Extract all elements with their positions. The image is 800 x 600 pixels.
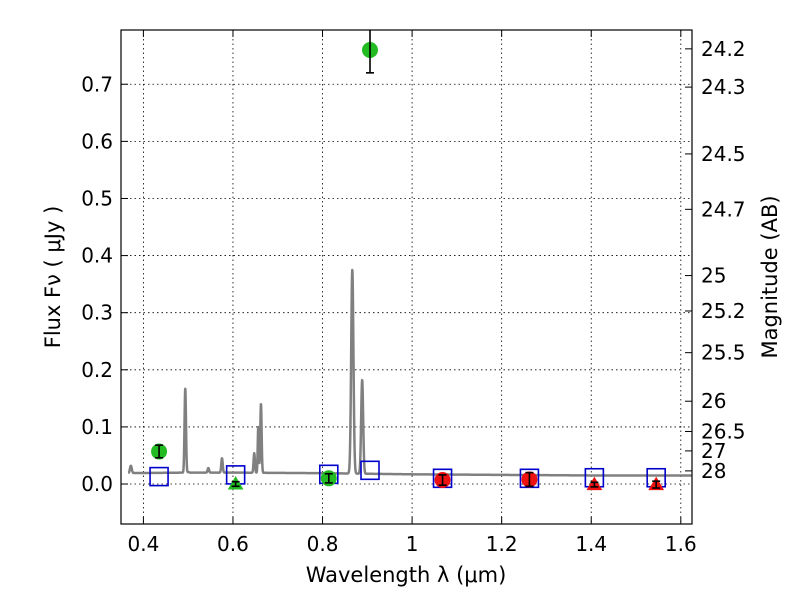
x-tick-label: 1 — [406, 532, 419, 556]
x-axis-title: Wavelength λ (μm) — [306, 563, 507, 587]
y-tick-label: 0.2 — [81, 358, 113, 382]
right-tick-label: 28 — [701, 459, 726, 483]
y-tick-label: 0.6 — [81, 129, 113, 153]
grid-layer — [121, 30, 692, 524]
right-tick-label: 24.5 — [701, 142, 746, 166]
right-tick-label: 24.7 — [701, 197, 746, 221]
axis-layer: 0.4 0.6 0.8 1 1.2 1.4 1.6 0.0 0.1 0.2 0.3 0.4 0.5 0.6… — [81, 30, 746, 556]
x-tick-label: 0.4 — [127, 532, 159, 556]
model-flux-square — [149, 466, 169, 487]
y-axis-title: Flux Fν ( μJy ) — [41, 206, 65, 349]
y-tick-label: 0.7 — [81, 72, 113, 96]
right-tick-label: 25.2 — [701, 299, 746, 323]
model-spectrum-line — [127, 268, 693, 477]
x-tick-label: 0.8 — [307, 532, 339, 556]
right-axis-title: Magnitude (AB) — [758, 195, 782, 358]
x-tick-label: 1.4 — [575, 532, 607, 556]
y-tick-label: 0.1 — [81, 415, 113, 439]
x-tick-label: 1.6 — [665, 532, 697, 556]
right-tick-label: 26 — [701, 389, 726, 413]
plot-layer — [127, 30, 693, 491]
right-tick-label: 27 — [701, 439, 726, 463]
right-tick-label: 24.2 — [701, 37, 746, 61]
y-tick-label: 0.4 — [81, 244, 113, 268]
y-tick-label: 0.0 — [81, 472, 113, 496]
right-tick-label: 26.5 — [701, 419, 746, 443]
right-tick-label: 25.5 — [701, 341, 746, 365]
right-tick-label: 25 — [701, 264, 726, 288]
x-tick-label: 1.2 — [486, 532, 518, 556]
y-tick-label: 0.3 — [81, 301, 113, 325]
y-tick-label: 0.5 — [81, 186, 113, 210]
right-tick-label: 24.3 — [701, 75, 746, 99]
x-tick-label: 0.6 — [217, 532, 249, 556]
plot-frame — [120, 29, 693, 525]
model-flux-square — [360, 460, 380, 481]
